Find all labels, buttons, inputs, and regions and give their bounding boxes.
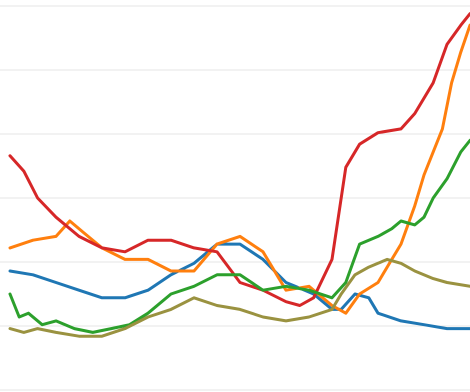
series-line-1	[8, 23, 470, 315]
series-line-4	[8, 257, 470, 338]
series-line-3	[8, 138, 470, 334]
series-line-2	[8, 12, 470, 307]
gridlines	[0, 5, 470, 391]
series-lines	[8, 12, 470, 338]
series-line-0	[8, 242, 470, 331]
